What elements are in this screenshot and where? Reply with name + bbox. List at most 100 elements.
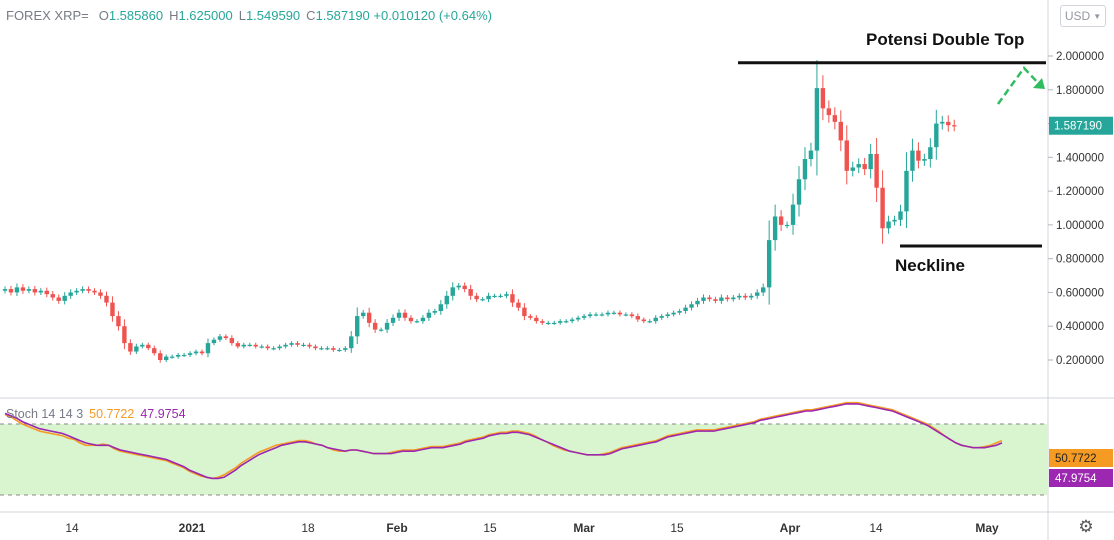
candle-body — [217, 336, 223, 340]
candle-body — [826, 108, 832, 116]
price-tick-label: 0.200000 — [1056, 355, 1104, 367]
price-tick-label: 1.000000 — [1056, 220, 1104, 232]
candle-body — [784, 224, 790, 227]
candle-body — [701, 297, 706, 301]
candle-body — [283, 344, 288, 347]
candle-body — [110, 302, 115, 317]
candle-body — [152, 348, 157, 354]
candle-body — [235, 343, 241, 347]
candle-body — [486, 295, 491, 300]
candle-body — [719, 297, 724, 301]
stoch-title[interactable]: Stoch 14 14 3 — [6, 407, 84, 421]
candle-body — [683, 307, 688, 312]
candle-body — [677, 311, 682, 313]
stoch-band — [0, 424, 1048, 495]
price-tick-label: 1.400000 — [1056, 152, 1104, 164]
time-tick-label: Feb — [386, 521, 407, 535]
time-tick-label: 14 — [65, 521, 79, 535]
candle-body — [38, 290, 44, 293]
stoch-k-badge — [1049, 449, 1113, 467]
stoch-d-badge — [1049, 469, 1113, 487]
candle-body — [856, 164, 861, 168]
ohlc-legend: FOREX XRP= O1.585860 H1.625000 L1.549590 C1.… — [6, 8, 492, 23]
candle-body — [390, 317, 396, 323]
price-tick-label: 1.200000 — [1056, 186, 1104, 198]
time-tick-label: 2021 — [179, 521, 206, 535]
chevron-down-icon: ▼ — [1093, 11, 1102, 21]
candle-body — [277, 346, 282, 349]
candle-body — [898, 211, 903, 220]
candle-body — [563, 321, 569, 323]
stoch-legend: Stoch 14 14 3 50.7722 47.9754 — [6, 407, 186, 421]
open-value: 1.585860 — [108, 8, 164, 23]
stoch-k-value: 50.7722 — [89, 407, 135, 421]
time-tick-label: 14 — [869, 521, 883, 535]
candle-body — [450, 287, 455, 296]
change-value: +0.010120 (+0.64%) — [373, 8, 492, 23]
candle-body — [408, 317, 414, 322]
candle-body — [790, 204, 796, 225]
price-tick-label: 1.800000 — [1056, 85, 1104, 97]
time-tick-label: Apr — [780, 521, 801, 535]
candle-body — [372, 322, 378, 330]
candle-body — [396, 312, 402, 318]
candle-body — [707, 297, 712, 300]
candle-body — [331, 348, 336, 350]
candle-body — [617, 312, 623, 315]
candle-body — [169, 356, 175, 358]
candle-body — [444, 295, 449, 305]
currency-label: USD — [1064, 9, 1091, 23]
candle-body — [904, 170, 909, 212]
candle-body — [50, 294, 55, 298]
candle-body — [695, 300, 700, 305]
high-value: 1.625000 — [178, 8, 233, 23]
candle-body — [307, 344, 312, 347]
candle-body — [892, 219, 897, 222]
stoch-d-line — [4, 403, 1003, 480]
candle-body — [772, 216, 778, 241]
symbol-label[interactable]: FOREX XRP= — [6, 8, 89, 23]
candle-body — [68, 292, 73, 296]
candle-body — [44, 290, 49, 295]
candle-body — [74, 290, 79, 293]
gear-icon[interactable]: ⚙ — [1078, 517, 1094, 536]
candle-body — [462, 285, 467, 290]
candle-body — [128, 343, 133, 352]
candle-body — [193, 351, 199, 354]
time-tick-label: Mar — [573, 521, 595, 535]
candle-body — [349, 336, 354, 349]
double-top-annotation: Potensi Double Top — [866, 30, 1025, 49]
price-tick-label: 0.400000 — [1056, 321, 1104, 333]
candle-body — [295, 343, 300, 345]
open-label: O — [98, 8, 109, 23]
candle-body — [498, 295, 503, 298]
candle-body — [916, 150, 921, 161]
candle-body — [355, 316, 360, 337]
candle-body — [516, 302, 521, 308]
candle-body — [671, 312, 676, 315]
candle-body — [80, 289, 85, 291]
candle-body — [522, 307, 527, 317]
candle-body — [98, 292, 103, 296]
candle-body — [850, 167, 855, 171]
candle-body — [814, 88, 820, 151]
candle-body — [140, 344, 145, 347]
candle-body — [844, 140, 849, 171]
candle-body — [253, 344, 258, 347]
stoch-d-badge-label: 47.9754 — [1055, 473, 1097, 485]
candle-body — [199, 351, 205, 354]
time-tick-label: 18 — [301, 521, 315, 535]
candle-body — [426, 312, 432, 318]
candle-body — [641, 319, 646, 322]
arrowhead-icon — [1033, 78, 1045, 89]
candle-body — [868, 153, 873, 170]
candle-body — [92, 290, 97, 293]
price-tick-label: 0.800000 — [1056, 254, 1104, 266]
candle-body — [247, 344, 252, 346]
currency-select[interactable]: USD ▼ — [1060, 5, 1106, 27]
candle-body — [62, 295, 67, 301]
candle-body — [946, 121, 951, 126]
candle-body — [832, 115, 838, 122]
candle-body — [558, 321, 563, 323]
